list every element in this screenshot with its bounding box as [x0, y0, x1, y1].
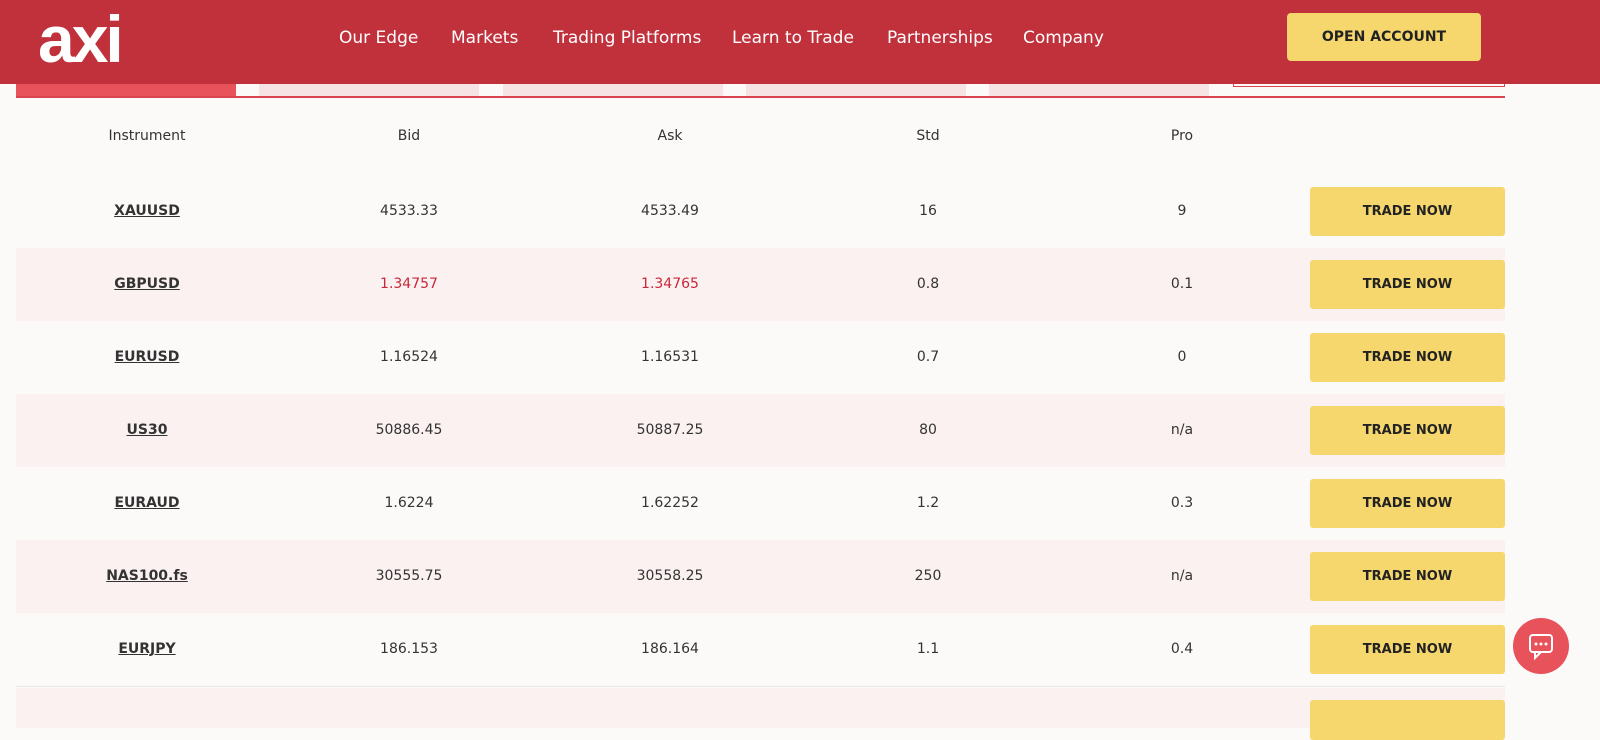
header: axi OPEN ACCOUNT Our Edge Markets Trading …	[0, 0, 1600, 84]
cell: 1.6224	[384, 495, 434, 511]
table-row: NAS100.fs 30555.75 30558.25 250 n/a TRADE NOW	[16, 540, 1505, 614]
column-header: Pro	[1170, 128, 1194, 144]
cell: 50887.25	[636, 422, 704, 438]
instrument-link[interactable]: XAUUSD	[114, 203, 180, 219]
nav-link[interactable]: Learn to Trade	[732, 28, 854, 48]
trade-button[interactable]	[1310, 700, 1505, 740]
table-row: US30 50886.45 50887.25 80 n/a TRADE NOW	[16, 394, 1505, 468]
cell: 0.8	[916, 276, 940, 292]
cell: 1.34757	[380, 276, 438, 292]
table-row: GBPUSD 1.34757 1.34765 0.8 0.1 TRADE NOW	[16, 248, 1505, 322]
cell: 0.1	[1170, 276, 1194, 292]
cell: 80	[919, 422, 937, 438]
cell: 9	[1177, 203, 1187, 219]
nav-link[interactable]: Company	[1023, 28, 1104, 48]
table-row: EURJPY 186.153 186.164 1.1 0.4 TRADE NOW	[16, 613, 1505, 687]
tab[interactable]	[16, 84, 236, 96]
instrument-link[interactable]: EURUSD	[114, 349, 180, 365]
table-row: EURUSD 1.16524 1.16531 0.7 0 TRADE NOW	[16, 321, 1505, 395]
instrument-link[interactable]: EURAUD	[114, 495, 180, 511]
cell: 30558.25	[636, 568, 704, 584]
instrument-link[interactable]: NAS100.fs	[106, 568, 188, 584]
cell: n/a	[1170, 568, 1194, 584]
table-row: EURAUD 1.6224 1.62252 1.2 0.3 TRADE NOW	[16, 467, 1505, 541]
cell: 186.164	[641, 641, 699, 657]
tab[interactable]	[503, 84, 723, 96]
trade-button[interactable]: TRADE NOW	[1310, 406, 1505, 455]
cell: 30555.75	[375, 568, 443, 584]
tab[interactable]	[989, 84, 1209, 96]
trade-button[interactable]: TRADE NOW	[1310, 187, 1505, 236]
cell: 0	[1177, 349, 1187, 365]
cell: 250	[914, 568, 942, 584]
column-header: Bid	[397, 128, 421, 144]
cell: 50886.45	[375, 422, 443, 438]
search-box[interactable]	[1233, 84, 1505, 87]
cell: 4533.33	[380, 203, 438, 219]
cell: 16	[919, 203, 937, 219]
trade-button[interactable]: TRADE NOW	[1310, 552, 1505, 601]
instrument-link[interactable]: US30	[126, 422, 168, 438]
tab[interactable]	[746, 84, 966, 96]
cell: 0.7	[916, 349, 940, 365]
cell: 1.34765	[641, 276, 699, 292]
cell: 0.3	[1170, 495, 1194, 511]
cell: 1.1	[916, 641, 940, 657]
column-header: Ask	[657, 128, 683, 144]
instrument-link[interactable]: GBPUSD	[114, 276, 180, 292]
table-row	[16, 688, 1505, 740]
trade-button[interactable]: TRADE NOW	[1310, 625, 1505, 674]
table-row: XAUUSD 4533.33 4533.49 16 9 TRADE NOW	[16, 175, 1505, 249]
cell: 0.4	[1170, 641, 1194, 657]
tab-underline	[16, 96, 1505, 98]
nav-link[interactable]: Trading Platforms	[553, 28, 702, 48]
column-header: Instrument	[108, 128, 186, 144]
column-header: Std	[916, 128, 940, 144]
trade-button[interactable]: TRADE NOW	[1310, 333, 1505, 382]
cell: n/a	[1170, 422, 1194, 438]
nav-link[interactable]: Markets	[451, 28, 519, 48]
cell: 186.153	[380, 641, 438, 657]
cell: 1.16531	[641, 349, 699, 365]
table-header: Instrument Bid Ask Std Pro	[16, 98, 1505, 176]
nav-link[interactable]: Partnerships	[887, 28, 993, 48]
instrument-link[interactable]: EURJPY	[118, 641, 176, 657]
trade-button[interactable]: TRADE NOW	[1310, 479, 1505, 528]
cell: 1.2	[916, 495, 940, 511]
chat-icon	[1529, 634, 1553, 661]
tab[interactable]	[259, 84, 479, 96]
nav-link[interactable]: Our Edge	[339, 28, 419, 48]
cell: 1.16524	[380, 349, 438, 365]
logo[interactable]: axi	[38, 2, 124, 76]
cell: 4533.49	[641, 203, 699, 219]
open-account-button[interactable]: OPEN ACCOUNT	[1287, 13, 1481, 61]
chat-button[interactable]	[1513, 618, 1569, 674]
cell: 1.62252	[641, 495, 699, 511]
trade-button[interactable]: TRADE NOW	[1310, 260, 1505, 309]
